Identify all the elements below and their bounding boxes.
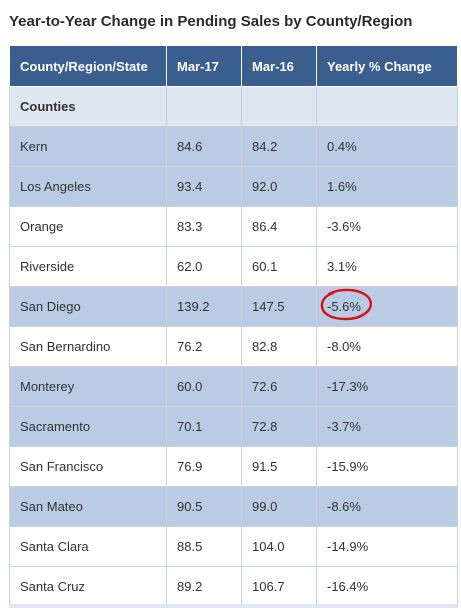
pending-sales-table: County/Region/State Mar-17 Mar-16 Yearly… <box>9 45 458 607</box>
column-header-mar16: Mar-16 <box>241 45 317 87</box>
value-mar16: 72.6 <box>241 366 317 407</box>
highlighted-value: -5.6% <box>327 299 361 314</box>
table-row: Riverside 62.0 60.1 3.1% <box>9 246 458 287</box>
table-row: Orange 83.3 86.4 -3.6% <box>9 206 458 247</box>
table-row: San Bernardino 76.2 82.8 -8.0% <box>9 326 458 367</box>
table-row: Santa Clara 88.5 104.0 -14.9% <box>9 526 458 567</box>
value-mar17: 139.2 <box>166 286 242 327</box>
table-row: San Diego 139.2 147.5 -5.6% <box>9 286 458 327</box>
next-row-cut-off <box>9 604 457 608</box>
value-yearly-change: 0.4% <box>316 126 458 167</box>
table-row: San Francisco 76.9 91.5 -15.9% <box>9 446 458 487</box>
value-mar17: 76.9 <box>166 446 242 487</box>
county-name: Sacramento <box>9 406 167 447</box>
column-header-region: County/Region/State <box>9 45 167 87</box>
table-row: San Mateo 90.5 99.0 -8.6% <box>9 486 458 527</box>
table-row: Monterey 60.0 72.6 -17.3% <box>9 366 458 407</box>
value-yearly-change-highlighted: -5.6% <box>316 286 458 327</box>
value-mar16: 84.2 <box>241 126 317 167</box>
value-mar16: 99.0 <box>241 486 317 527</box>
value-mar16: 104.0 <box>241 526 317 567</box>
county-name: Riverside <box>9 246 167 287</box>
county-name: San Bernardino <box>9 326 167 367</box>
value-yearly-change: -15.9% <box>316 446 458 487</box>
value-yearly-change: -3.6% <box>316 206 458 247</box>
value-mar16: 147.5 <box>241 286 317 327</box>
value-mar16: 60.1 <box>241 246 317 287</box>
value-mar16: 86.4 <box>241 206 317 247</box>
table-row: Los Angeles 93.4 92.0 1.6% <box>9 166 458 207</box>
county-name: Santa Cruz <box>9 566 167 607</box>
value-yearly-change: -16.4% <box>316 566 458 607</box>
value-mar17: 70.1 <box>166 406 242 447</box>
value-mar17: 93.4 <box>166 166 242 207</box>
value-mar16: 106.7 <box>241 566 317 607</box>
county-name: San Diego <box>9 286 167 327</box>
column-header-yearly-change: Yearly % Change <box>316 45 458 87</box>
value-mar16: 91.5 <box>241 446 317 487</box>
value-mar17: 62.0 <box>166 246 242 287</box>
value-mar17: 84.6 <box>166 126 242 167</box>
county-name: Santa Clara <box>9 526 167 567</box>
value-mar16: 72.8 <box>241 406 317 447</box>
value-mar17: 89.2 <box>166 566 242 607</box>
county-name: Kern <box>9 126 167 167</box>
county-name: Los Angeles <box>9 166 167 207</box>
column-header-mar17: Mar-17 <box>166 45 242 87</box>
value-yearly-change: 1.6% <box>316 166 458 207</box>
section-label: Counties <box>9 86 167 127</box>
value-yearly-change: 3.1% <box>316 246 458 287</box>
table-row: Sacramento 70.1 72.8 -3.7% <box>9 406 458 447</box>
value-yearly-change: -17.3% <box>316 366 458 407</box>
value-yearly-change: -3.7% <box>316 406 458 447</box>
value-mar17: 76.2 <box>166 326 242 367</box>
table-header-row: County/Region/State Mar-17 Mar-16 Yearly… <box>9 45 458 87</box>
table-row: Kern 84.6 84.2 0.4% <box>9 126 458 167</box>
value-yearly-change: -8.6% <box>316 486 458 527</box>
section-row-counties: Counties <box>9 86 458 127</box>
page-title: Year-to-Year Change in Pending Sales by … <box>9 13 413 30</box>
county-name: Orange <box>9 206 167 247</box>
value-mar17: 90.5 <box>166 486 242 527</box>
county-name: San Francisco <box>9 446 167 487</box>
value-mar16: 92.0 <box>241 166 317 207</box>
value-mar16: 82.8 <box>241 326 317 367</box>
value-yearly-change: -8.0% <box>316 326 458 367</box>
value-mar17: 60.0 <box>166 366 242 407</box>
value-mar17: 88.5 <box>166 526 242 567</box>
county-name: San Mateo <box>9 486 167 527</box>
value-yearly-change: -14.9% <box>316 526 458 567</box>
table-row: Santa Cruz 89.2 106.7 -16.4% <box>9 566 458 607</box>
value-mar17: 83.3 <box>166 206 242 247</box>
county-name: Monterey <box>9 366 167 407</box>
